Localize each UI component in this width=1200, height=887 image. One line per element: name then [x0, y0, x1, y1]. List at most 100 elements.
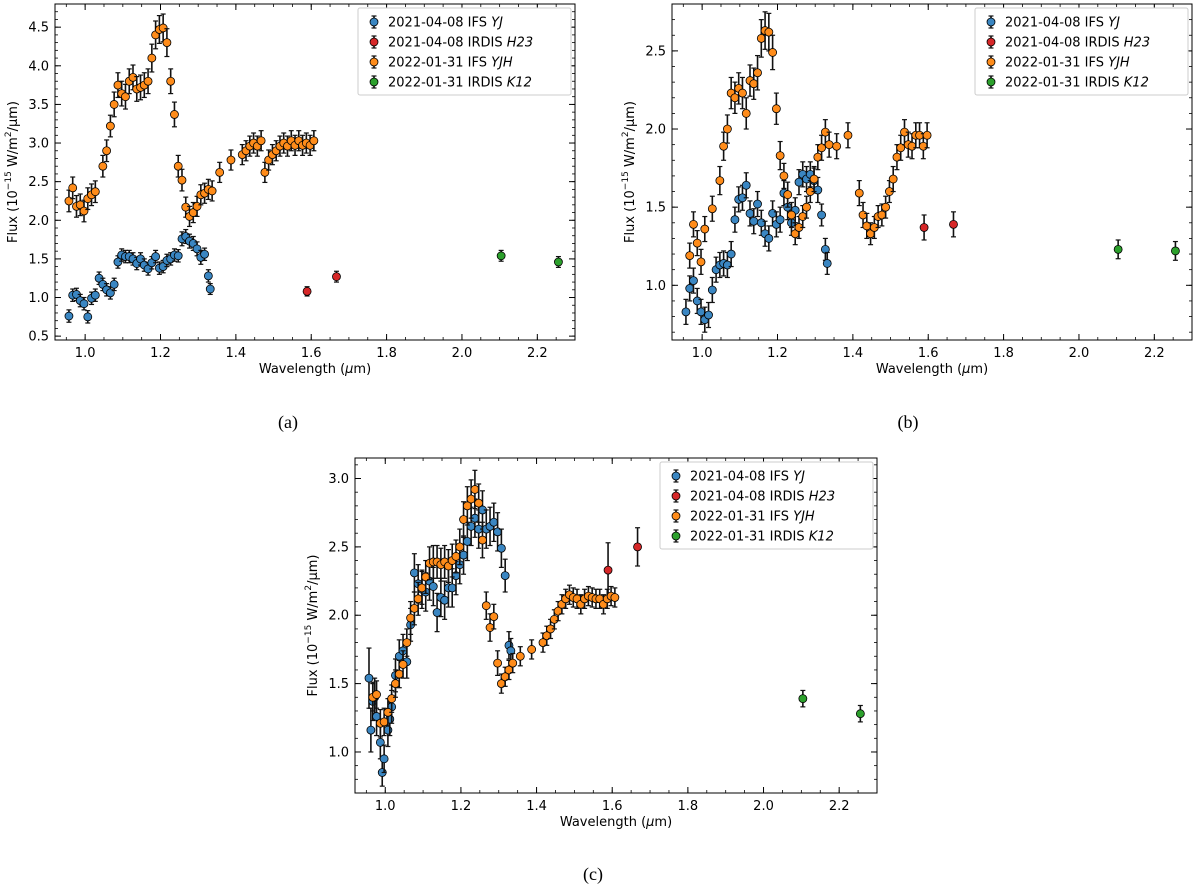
x-tick-label: 1.0 — [692, 346, 713, 361]
data-point — [413, 594, 423, 604]
y-tick-label: 2.0 — [645, 123, 666, 138]
data-point — [919, 223, 929, 232]
chart-panel-c: 1.0 1.2 1.4 1.6 1.8 2.0 2.2 1.0 1.5 2.0 2.5 3.0 Wave… — [304, 457, 878, 885]
data-point — [162, 38, 172, 48]
panel-caption: (b) — [898, 412, 919, 433]
x-tick-label: 1.4 — [526, 799, 547, 814]
x-tick-label: 1.8 — [993, 346, 1014, 361]
y-tick-label: 4.0 — [28, 59, 49, 74]
x-tick-label: 1.2 — [150, 346, 171, 361]
data-point — [496, 251, 506, 261]
x-axis-label: Wavelength (μm) — [560, 815, 672, 830]
x-tick-label: 2.2 — [829, 799, 850, 814]
data-point — [451, 552, 461, 561]
y-tick-label: 3.0 — [328, 472, 349, 487]
legend-entry: 2022-01-31 IFS YJH — [690, 510, 815, 525]
data-point — [200, 249, 209, 259]
data-point — [466, 521, 476, 531]
data-point — [102, 146, 112, 156]
legend-marker — [369, 17, 379, 27]
data-point — [915, 130, 924, 140]
legend-marker — [369, 57, 379, 67]
data-point — [372, 690, 381, 699]
data-point — [610, 593, 620, 602]
data-point — [775, 151, 785, 160]
legend-marker — [671, 531, 681, 541]
data-point — [173, 251, 183, 261]
data-point — [462, 537, 472, 546]
data-point — [681, 307, 691, 317]
data-point — [90, 187, 100, 197]
data-point — [715, 176, 725, 185]
y-tick-label: 2.5 — [28, 175, 49, 190]
data-point — [1171, 246, 1180, 256]
legend-marker — [671, 491, 681, 501]
chart-panel-b: 1.0 1.2 1.4 1.6 1.8 2.0 2.2 1.0 1.5 2.0 2.5 Wavelen… — [621, 3, 1193, 433]
legend-marker — [671, 511, 681, 521]
data-point — [730, 93, 740, 103]
y-tick-label: 3.0 — [28, 137, 49, 152]
y-tick-label: 1.5 — [28, 252, 49, 267]
series-ifs_yjh — [64, 13, 319, 228]
legend-entry: 2021-04-08 IRDIS H23 — [388, 36, 533, 51]
x-tick-label: 2.0 — [1069, 346, 1090, 361]
data-point — [722, 260, 732, 270]
data-point — [820, 244, 830, 254]
data-point — [64, 311, 74, 321]
data-point — [738, 88, 747, 98]
data-point — [98, 161, 108, 171]
data-point — [768, 209, 778, 218]
data-point — [756, 218, 766, 228]
x-tick-label: 1.2 — [451, 799, 472, 814]
legend-entry: 2022-01-31 IRDIS K12 — [388, 76, 532, 91]
data-point — [817, 210, 826, 220]
data-point — [383, 725, 393, 735]
data-point — [432, 608, 442, 617]
x-axis-label: Wavelength (μm) — [876, 362, 988, 377]
data-point — [470, 485, 480, 494]
data-point — [409, 568, 419, 578]
data-point — [166, 76, 176, 86]
x-axis-label: Wavelength (μm) — [259, 362, 371, 377]
data-point — [719, 141, 729, 151]
x-tick-label: 2.0 — [753, 799, 774, 814]
data-point — [496, 543, 506, 553]
legend-marker — [986, 37, 996, 47]
data-point — [768, 48, 778, 57]
data-point — [855, 709, 865, 719]
data-point — [753, 68, 762, 78]
data-point — [707, 204, 717, 214]
x-tick-label: 1.4 — [226, 346, 247, 361]
data-point — [173, 161, 183, 171]
data-point — [1113, 244, 1123, 254]
data-point — [685, 284, 695, 293]
data-point — [832, 141, 842, 151]
y-tick-label: 4.5 — [28, 21, 49, 36]
y-tick-label: 2.5 — [328, 540, 349, 555]
data-point — [515, 651, 525, 661]
data-point — [474, 498, 484, 508]
data-point — [90, 290, 100, 300]
data-point — [689, 219, 698, 229]
data-point — [824, 140, 834, 150]
data-point — [843, 130, 853, 140]
series-irdis_h23 — [919, 211, 958, 241]
data-point — [722, 124, 732, 134]
data-point — [256, 136, 266, 146]
data-point — [633, 542, 642, 552]
legend-marker — [671, 471, 681, 481]
data-point — [745, 209, 755, 218]
data-point — [493, 658, 503, 668]
data-point — [417, 583, 427, 593]
data-point — [809, 174, 819, 184]
data-point — [506, 646, 516, 656]
data-point — [700, 224, 710, 234]
data-point — [215, 167, 225, 177]
x-tick-label: 1.0 — [75, 346, 96, 361]
legend-entry: 2021-04-08 IRDIS H23 — [1005, 36, 1150, 51]
data-point — [787, 210, 796, 220]
legend-entry: 2021-04-08 IFS YJ — [690, 470, 805, 485]
legend-marker — [986, 17, 996, 27]
series-irdis_h23 — [302, 270, 341, 297]
x-tick-label: 2.2 — [527, 346, 548, 361]
